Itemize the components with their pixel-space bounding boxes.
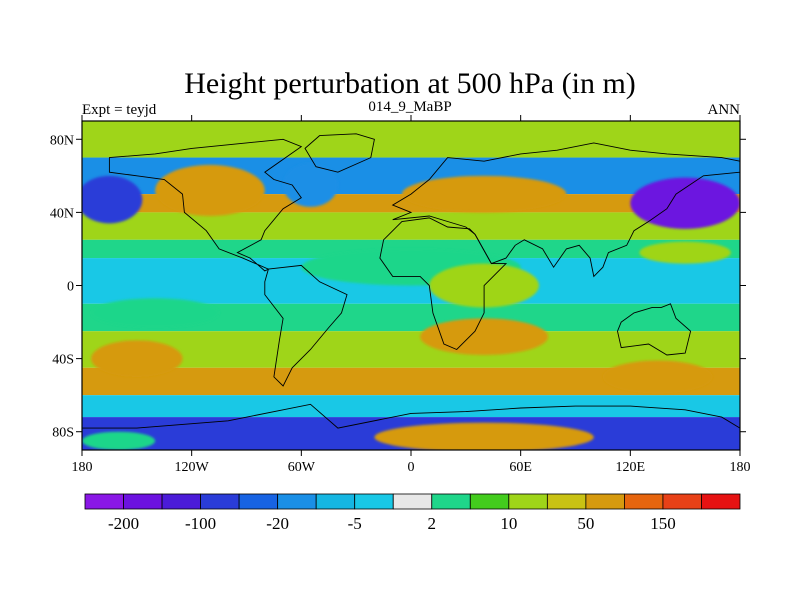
map-plot xyxy=(82,121,740,450)
contour-region xyxy=(82,175,143,224)
x-tick-label: 180 xyxy=(72,460,93,475)
colorbar-label: -200 xyxy=(108,514,139,533)
colorbar-swatch xyxy=(354,493,394,510)
colorbar-swatch xyxy=(431,493,471,510)
y-axis: 80N 40N 0 40S 80S xyxy=(50,133,746,441)
right-string: ANN xyxy=(708,102,741,118)
contour-region xyxy=(91,298,220,328)
contour-region xyxy=(155,164,265,217)
x-tick-label: 60E xyxy=(509,460,532,475)
land-outline xyxy=(304,133,375,173)
contour-band xyxy=(82,331,740,368)
x-tick-label: 120E xyxy=(616,460,646,475)
colorbar-swatch xyxy=(123,493,163,510)
chart-title: Height perturbation at 500 hPa (in m) xyxy=(184,67,636,100)
contour-region xyxy=(639,241,731,264)
y-tick-label: 0 xyxy=(67,280,74,295)
land-outline xyxy=(82,403,740,450)
coastlines xyxy=(82,133,740,450)
x-tick-label: 60W xyxy=(288,460,316,475)
colorbar-swatch xyxy=(508,493,548,510)
y-tick-label: 40N xyxy=(50,206,74,221)
contour-region xyxy=(82,431,156,450)
colorbar-swatch xyxy=(200,493,240,510)
colorbar-label: 50 xyxy=(577,514,594,533)
colorbar-label: -100 xyxy=(185,514,216,533)
colorbar-swatch xyxy=(624,493,664,510)
colorbar-label: 10 xyxy=(500,514,517,533)
colorbar-swatch xyxy=(662,493,702,510)
contour-region xyxy=(91,340,183,377)
y-tick-label: 40S xyxy=(52,353,74,368)
x-axis: 180 120W 60W 0 60E 120E 180 xyxy=(72,115,751,475)
y-tick-label: 80N xyxy=(50,133,74,148)
colorbar-swatch xyxy=(469,493,510,510)
colorbar-swatch xyxy=(238,493,279,510)
contour-band xyxy=(82,395,740,418)
colorbar-swatch xyxy=(392,493,433,510)
colorbar-swatch xyxy=(277,493,317,510)
center-string: 014_9_MaBP xyxy=(368,99,451,115)
colorbar-swatch xyxy=(161,493,201,510)
colorbar: -200 -100 -20 -5 2 10 50 150 xyxy=(84,493,741,533)
land-outline xyxy=(391,142,740,278)
land-outline xyxy=(617,303,692,356)
colorbar-label: 2 xyxy=(428,514,437,533)
land-outline xyxy=(108,138,303,272)
colorbar-label: 150 xyxy=(650,514,676,533)
y-tick-label: 80S xyxy=(52,426,74,441)
x-tick-label: 120W xyxy=(175,460,210,475)
colorbar-swatch xyxy=(701,493,741,510)
x-tick-label: 180 xyxy=(730,460,751,475)
land-outline xyxy=(264,264,348,387)
colorbar-label: -5 xyxy=(348,514,362,533)
contour-region xyxy=(630,177,740,229)
colorbar-swatch xyxy=(84,493,124,510)
colorbar-swatch xyxy=(585,493,625,510)
colorbar-swatch xyxy=(546,493,587,510)
land-outline xyxy=(379,217,508,351)
left-string: Expt = teyjd xyxy=(82,102,157,118)
contour-band xyxy=(82,212,740,240)
colorbar-label: -20 xyxy=(266,514,289,533)
contour-field xyxy=(82,121,740,450)
contour-region xyxy=(374,422,594,450)
contour-region xyxy=(420,318,549,355)
contour-region xyxy=(401,175,567,213)
contour-band xyxy=(82,121,740,158)
x-tick-label: 0 xyxy=(408,460,415,475)
colorbar-swatch xyxy=(315,493,356,510)
contour-region xyxy=(283,163,338,207)
contour-region xyxy=(602,360,713,394)
